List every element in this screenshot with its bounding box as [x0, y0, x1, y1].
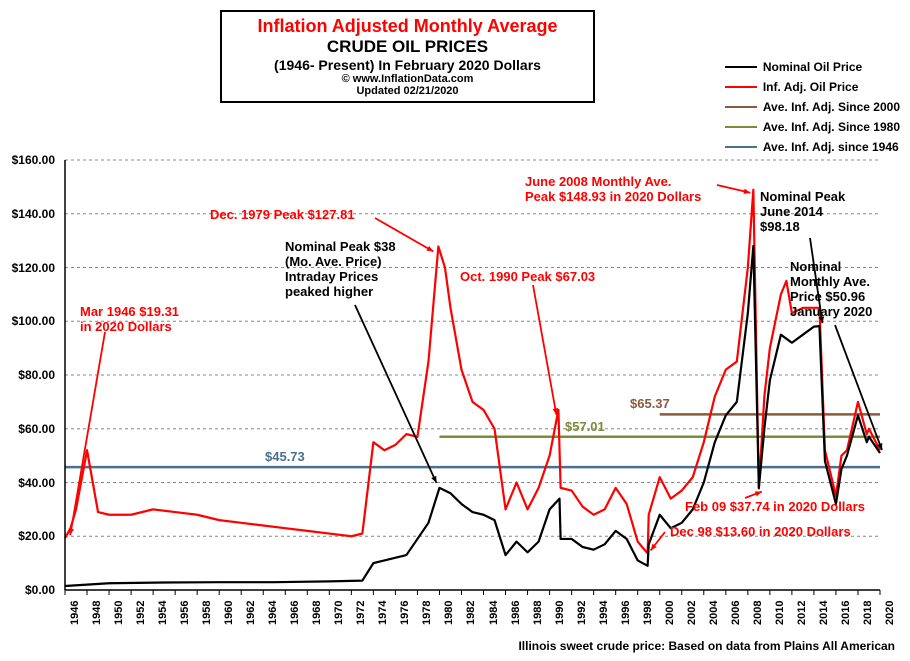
x-tick-label: 1948 — [91, 601, 103, 625]
x-tick-label: 1972 — [355, 601, 367, 625]
y-tick-label: $0.00 — [25, 583, 55, 597]
legend-item: Nominal Oil Price — [725, 60, 900, 74]
reference-line-label: $45.73 — [265, 449, 305, 464]
x-tick-label: 1996 — [620, 601, 632, 625]
title-line-5: Updated 02/21/2020 — [230, 85, 585, 97]
x-tick-label: 1954 — [157, 601, 169, 625]
legend-swatch — [725, 86, 757, 88]
x-tick-label: 2012 — [796, 601, 808, 625]
title-box: Inflation Adjusted Monthly Average CRUDE… — [220, 10, 595, 103]
legend-item: Ave. Inf. Adj. Since 1980 — [725, 120, 900, 134]
x-tick-label: 2020 — [884, 601, 896, 625]
title-line-2: CRUDE OIL PRICES — [230, 37, 585, 57]
y-tick-label: $40.00 — [18, 476, 55, 490]
title-line-4: © www.InflationData.com — [230, 73, 585, 85]
y-tick-label: $20.00 — [18, 529, 55, 543]
x-tick-label: 2000 — [664, 601, 676, 625]
annotation-arrows — [69, 185, 883, 550]
legend-swatch — [725, 106, 757, 108]
x-tick-label: 1974 — [377, 601, 389, 625]
legend-swatch — [725, 146, 757, 148]
title-line-1: Inflation Adjusted Monthly Average — [230, 16, 585, 37]
x-tick-label: 1958 — [201, 601, 213, 625]
x-tick-label: 1956 — [179, 601, 191, 625]
y-tick-label: $80.00 — [18, 368, 55, 382]
x-tick-label: 1986 — [510, 601, 522, 625]
legend-label: Nominal Oil Price — [763, 60, 862, 74]
y-axis-labels: $0.00$20.00$40.00$60.00$80.00$100.00$120… — [0, 160, 60, 590]
x-tick-label: 1952 — [135, 601, 147, 625]
x-tick-label: 2006 — [730, 601, 742, 625]
x-tick-label: 2016 — [840, 601, 852, 625]
x-axis-labels: 1946 1948 1950 1952 1954 1956 1958 1960 1962 1964… — [65, 593, 880, 643]
footer-note: Illinois sweet crude price: Based on dat… — [518, 639, 895, 653]
legend-item: Ave. Inf. Adj. Since 2000 — [725, 100, 900, 114]
x-tick-label: 1970 — [333, 601, 345, 625]
x-tick-label: 1994 — [598, 601, 610, 625]
y-tick-label: $100.00 — [12, 314, 55, 328]
legend: Nominal Oil Price Inf. Adj. Oil Price Ave.… — [725, 60, 900, 160]
plot-svg — [65, 160, 880, 590]
legend-item: Ave. Inf. Adj. since 1946 — [725, 140, 900, 154]
x-tick-label: 1992 — [576, 601, 588, 625]
x-tick-label: 2008 — [752, 601, 764, 625]
x-tick-label: 1980 — [443, 601, 455, 625]
x-tick-label: 2010 — [774, 601, 786, 625]
y-tick-label: $140.00 — [12, 207, 55, 221]
x-tick-label: 1984 — [488, 601, 500, 625]
data-series — [65, 190, 880, 586]
x-tick-label: 1988 — [532, 601, 544, 625]
x-tick-label: 1978 — [421, 601, 433, 625]
legend-label: Ave. Inf. Adj. Since 2000 — [763, 100, 900, 114]
legend-swatch — [725, 126, 757, 128]
x-tick-label: 1990 — [554, 601, 566, 625]
x-tick-label: 1998 — [642, 601, 654, 625]
plot-area: $45.73$57.01$65.37 Mar 1946 $19.31in 202… — [65, 160, 880, 590]
series-nominal — [65, 246, 880, 586]
x-tick-label: 1976 — [399, 601, 411, 625]
reference-line-label: $65.37 — [630, 396, 670, 411]
y-tick-label: $120.00 — [12, 261, 55, 275]
x-tick-label: 1960 — [223, 601, 235, 625]
legend-label: Inf. Adj. Oil Price — [763, 80, 859, 94]
x-tick-label: 1962 — [245, 601, 257, 625]
x-tick-label: 1964 — [267, 601, 279, 625]
x-tick-label: 2004 — [708, 601, 720, 625]
x-tick-label: 1950 — [113, 601, 125, 625]
legend-item: Inf. Adj. Oil Price — [725, 80, 900, 94]
legend-label: Ave. Inf. Adj. Since 1980 — [763, 120, 900, 134]
title-line-3: (1946- Present) In February 2020 Dollars — [230, 57, 585, 73]
legend-label: Ave. Inf. Adj. since 1946 — [763, 140, 899, 154]
series-inflation_adjusted — [65, 190, 880, 554]
legend-swatch — [725, 66, 757, 68]
x-tick-label: 1966 — [289, 601, 301, 625]
x-tick-label: 2002 — [686, 601, 698, 625]
x-tick-label: 2018 — [862, 601, 874, 625]
y-tick-label: $60.00 — [18, 422, 55, 436]
x-tick-label: 1946 — [69, 601, 81, 625]
reference-line-label: $57.01 — [565, 419, 605, 434]
chart-container: Inflation Adjusted Monthly Average CRUDE… — [0, 0, 910, 661]
x-tick-label: 2014 — [818, 601, 830, 625]
y-tick-label: $160.00 — [12, 153, 55, 167]
x-tick-label: 1968 — [311, 601, 323, 625]
x-tick-label: 1982 — [465, 601, 477, 625]
